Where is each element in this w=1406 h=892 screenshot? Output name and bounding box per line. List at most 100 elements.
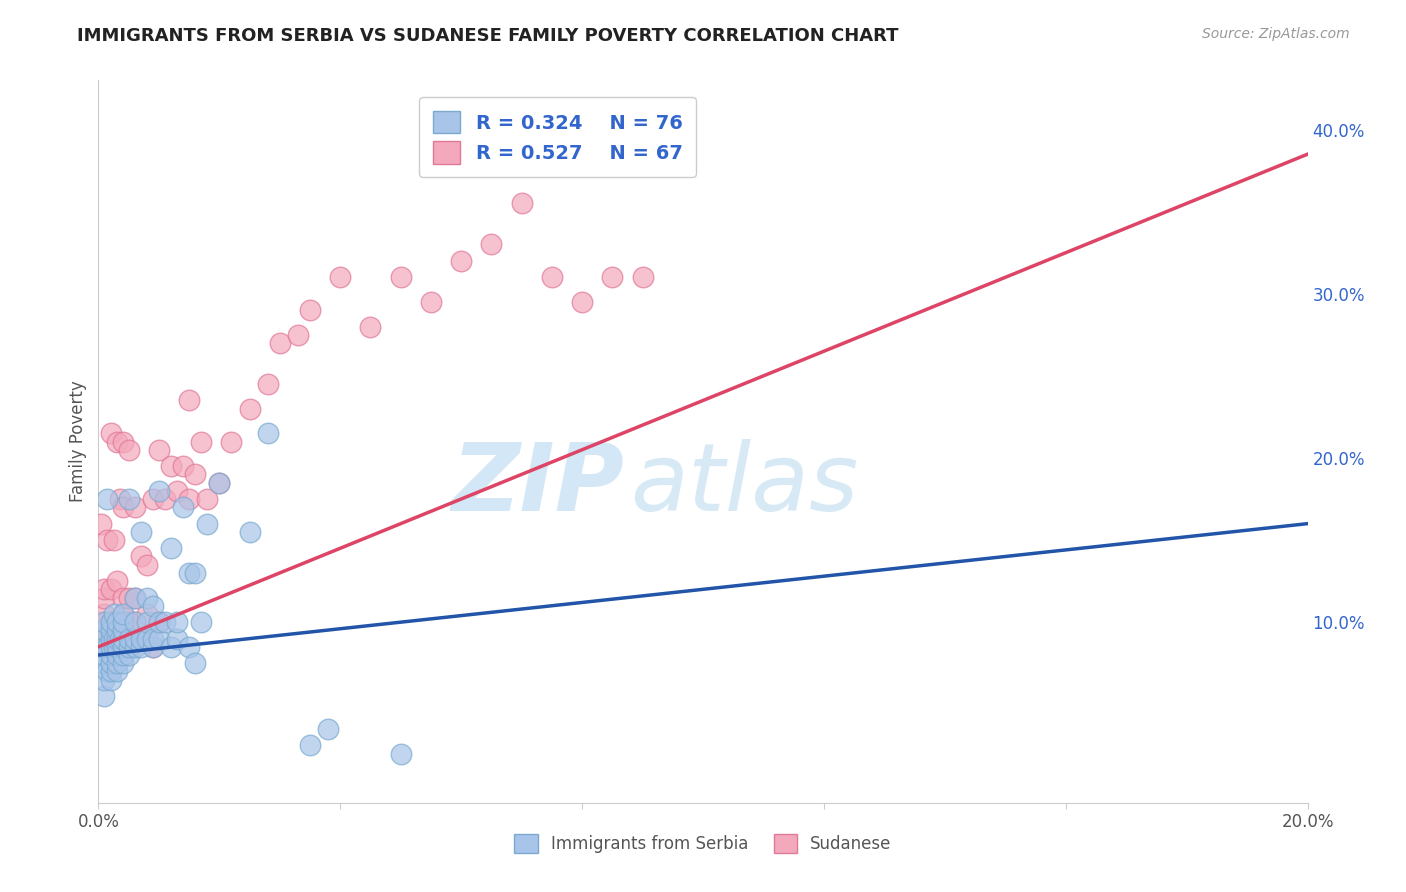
- Point: [93, 582, 115, 597]
- Point: [148, 615, 170, 630]
- Point: [100, 426, 122, 441]
- Text: ZIP: ZIP: [451, 439, 624, 531]
- Point: [103, 632, 125, 646]
- Point: [100, 665, 122, 679]
- Text: IMMIGRANTS FROM SERBIA VS SUDANESE FAMILY POVERTY CORRELATION CHART: IMMIGRANTS FROM SERBIA VS SUDANESE FAMIL…: [77, 27, 898, 45]
- Point: [90, 516, 112, 531]
- Point: [389, 747, 412, 761]
- Point: [160, 640, 183, 654]
- Point: [93, 640, 115, 654]
- Point: [239, 401, 262, 416]
- Point: [135, 591, 157, 605]
- Point: [269, 336, 291, 351]
- Point: [93, 607, 115, 621]
- Point: [172, 459, 194, 474]
- Point: [108, 632, 131, 646]
- Y-axis label: Family Poverty: Family Poverty: [69, 381, 87, 502]
- Legend: Immigrants from Serbia, Sudanese: Immigrants from Serbia, Sudanese: [508, 827, 898, 860]
- Point: [111, 648, 134, 662]
- Point: [93, 615, 115, 630]
- Point: [96, 533, 118, 547]
- Point: [100, 615, 122, 630]
- Point: [135, 615, 157, 630]
- Point: [135, 632, 157, 646]
- Point: [93, 648, 115, 662]
- Point: [481, 237, 503, 252]
- Point: [129, 640, 152, 654]
- Point: [100, 657, 122, 671]
- Point: [129, 549, 152, 564]
- Point: [631, 270, 654, 285]
- Point: [124, 632, 146, 646]
- Point: [129, 632, 152, 646]
- Point: [179, 393, 201, 408]
- Point: [100, 632, 122, 646]
- Point: [179, 491, 201, 506]
- Point: [111, 640, 134, 654]
- Point: [108, 491, 131, 506]
- Point: [135, 558, 157, 572]
- Point: [148, 632, 170, 646]
- Point: [239, 524, 262, 539]
- Point: [153, 491, 176, 506]
- Point: [184, 566, 207, 580]
- Point: [105, 657, 128, 671]
- Point: [179, 566, 201, 580]
- Point: [105, 665, 128, 679]
- Point: [96, 640, 118, 654]
- Point: [316, 722, 339, 736]
- Point: [571, 295, 593, 310]
- Point: [118, 491, 141, 506]
- Point: [208, 475, 231, 490]
- Point: [111, 591, 134, 605]
- Point: [111, 500, 134, 515]
- Point: [256, 426, 278, 441]
- Point: [195, 491, 218, 506]
- Point: [190, 615, 212, 630]
- Point: [105, 632, 128, 646]
- Point: [256, 377, 278, 392]
- Point: [111, 657, 134, 671]
- Point: [105, 434, 128, 449]
- Point: [142, 632, 165, 646]
- Point: [105, 615, 128, 630]
- Point: [190, 434, 212, 449]
- Point: [93, 640, 115, 654]
- Point: [111, 632, 134, 646]
- Point: [118, 591, 141, 605]
- Point: [105, 648, 128, 662]
- Point: [96, 665, 118, 679]
- Point: [450, 253, 472, 268]
- Point: [166, 632, 188, 646]
- Point: [124, 615, 146, 630]
- Point: [129, 524, 152, 539]
- Point: [153, 615, 176, 630]
- Point: [93, 591, 115, 605]
- Point: [160, 541, 183, 556]
- Point: [135, 607, 157, 621]
- Point: [100, 632, 122, 646]
- Point: [195, 516, 218, 531]
- Point: [105, 624, 128, 638]
- Text: atlas: atlas: [630, 440, 859, 531]
- Point: [166, 615, 188, 630]
- Point: [389, 270, 412, 285]
- Point: [105, 632, 128, 646]
- Point: [103, 607, 125, 621]
- Point: [105, 640, 128, 654]
- Point: [100, 640, 122, 654]
- Point: [105, 615, 128, 630]
- Text: Source: ZipAtlas.com: Source: ZipAtlas.com: [1202, 27, 1350, 41]
- Point: [118, 640, 141, 654]
- Point: [179, 640, 201, 654]
- Point: [93, 632, 115, 646]
- Point: [221, 434, 243, 449]
- Point: [299, 739, 322, 753]
- Point: [100, 673, 122, 687]
- Point: [166, 483, 188, 498]
- Point: [111, 632, 134, 646]
- Point: [100, 582, 122, 597]
- Point: [100, 640, 122, 654]
- Point: [124, 640, 146, 654]
- Point: [93, 673, 115, 687]
